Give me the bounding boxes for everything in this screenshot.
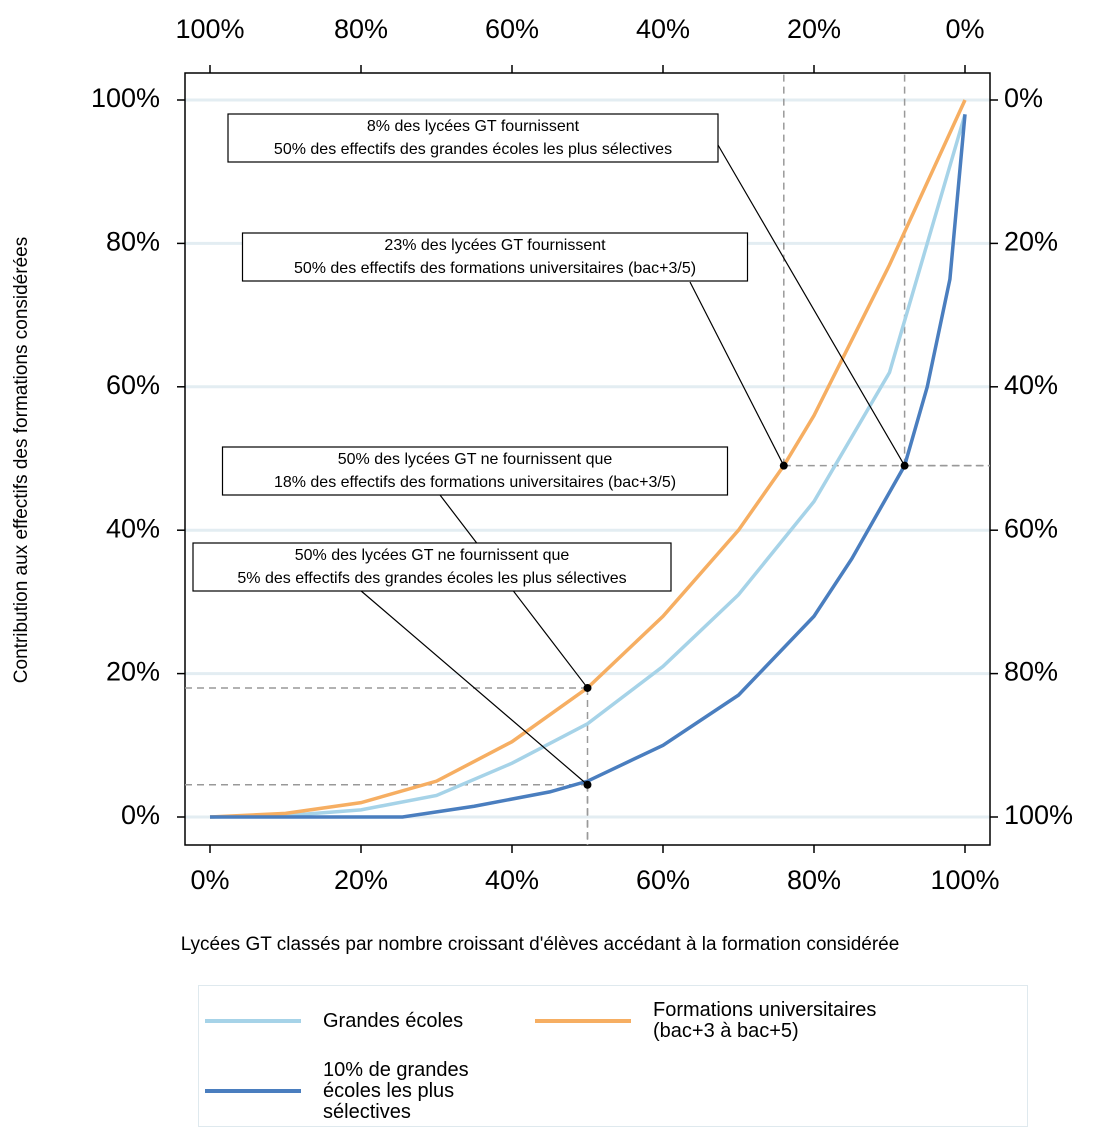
y2-tick-label: 20% [1004, 227, 1058, 257]
series-line [209, 113, 967, 819]
y2-tick-label: 60% [1004, 513, 1058, 543]
annotation-text: 50% des lycées GT ne fournissent que [338, 451, 613, 468]
legend-entry: Formations universitaires (bac+3 à bac+5… [529, 986, 1009, 1056]
annotation-pointer [689, 281, 785, 466]
x-tick-label: 80% [787, 865, 841, 895]
x-tick-label: 100% [930, 865, 999, 895]
legend-entry: Grandes écoles [199, 986, 529, 1056]
annotation-text: 23% des lycées GT fournissent [384, 237, 606, 254]
annotation-pointer [359, 589, 588, 786]
x-tick-label: 40% [485, 865, 539, 895]
x2-tick-label: 0% [945, 14, 984, 44]
annotation-text: 50% des effectifs des grandes écoles les… [274, 141, 672, 158]
x-tick-label: 60% [636, 865, 690, 895]
legend-label: 10% de grandes écoles les plus sélective… [323, 1058, 469, 1123]
legend-swatch [205, 1089, 301, 1093]
y-tick-label: 80% [106, 227, 160, 257]
y2-tick-label: 40% [1004, 370, 1058, 400]
legend-label: Grandes écoles [323, 1009, 464, 1032]
legend-entry: 10% de grandes écoles les plus sélective… [199, 1056, 529, 1126]
annotation-point [779, 461, 788, 470]
y2-tick-label: 100% [1004, 800, 1073, 830]
y2-tick-label: 0% [1004, 83, 1043, 113]
x-tick-label: 20% [334, 865, 388, 895]
annotation-text: 50% des lycées GT ne fournissent que [295, 547, 570, 564]
x-axis-title: Lycées GT classés par nombre croissant d… [181, 934, 900, 955]
x2-tick-label: 20% [787, 14, 841, 44]
y-tick-label: 60% [106, 370, 160, 400]
y-axis-title: Contribution aux effectifs des formation… [11, 237, 32, 683]
x2-tick-label: 40% [636, 14, 690, 44]
chart: Lycées GT classés par nombre croissant d… [11, 14, 1073, 955]
annotation-point [583, 780, 592, 789]
annotation-pointer [717, 144, 906, 466]
annotation-point [900, 461, 909, 470]
x-tick-label: 0% [190, 865, 229, 895]
x2-tick-label: 80% [334, 14, 388, 44]
annotation-text: 8% des lycées GT fournissent [367, 118, 580, 135]
y-tick-label: 20% [106, 657, 160, 687]
x2-tick-label: 60% [485, 14, 539, 44]
y-tick-label: 40% [106, 513, 160, 543]
y2-tick-label: 80% [1004, 657, 1058, 687]
x2-tick-label: 100% [175, 14, 244, 44]
y-tick-label: 0% [121, 800, 160, 830]
series-line [210, 114, 967, 819]
annotation-box [221, 446, 729, 496]
annotation-box [192, 542, 672, 592]
annotation-text: 18% des effectifs des formations univers… [274, 474, 676, 491]
annotation-box [227, 113, 719, 163]
y-tick-label: 100% [91, 83, 160, 113]
legend-swatch [205, 1019, 301, 1023]
annotation-text: 50% des effectifs des formations univers… [294, 260, 696, 277]
legend-swatch [535, 1019, 631, 1023]
annotation-box [241, 232, 749, 282]
annotation-text: 5% des effectifs des grandes écoles les … [237, 570, 626, 587]
legend-label: Formations universitaires (bac+3 à bac+5… [653, 999, 877, 1042]
legend: Grandes écoles Formations universitaires … [198, 985, 1028, 1127]
series-line [209, 99, 967, 819]
annotation-point [583, 683, 592, 692]
